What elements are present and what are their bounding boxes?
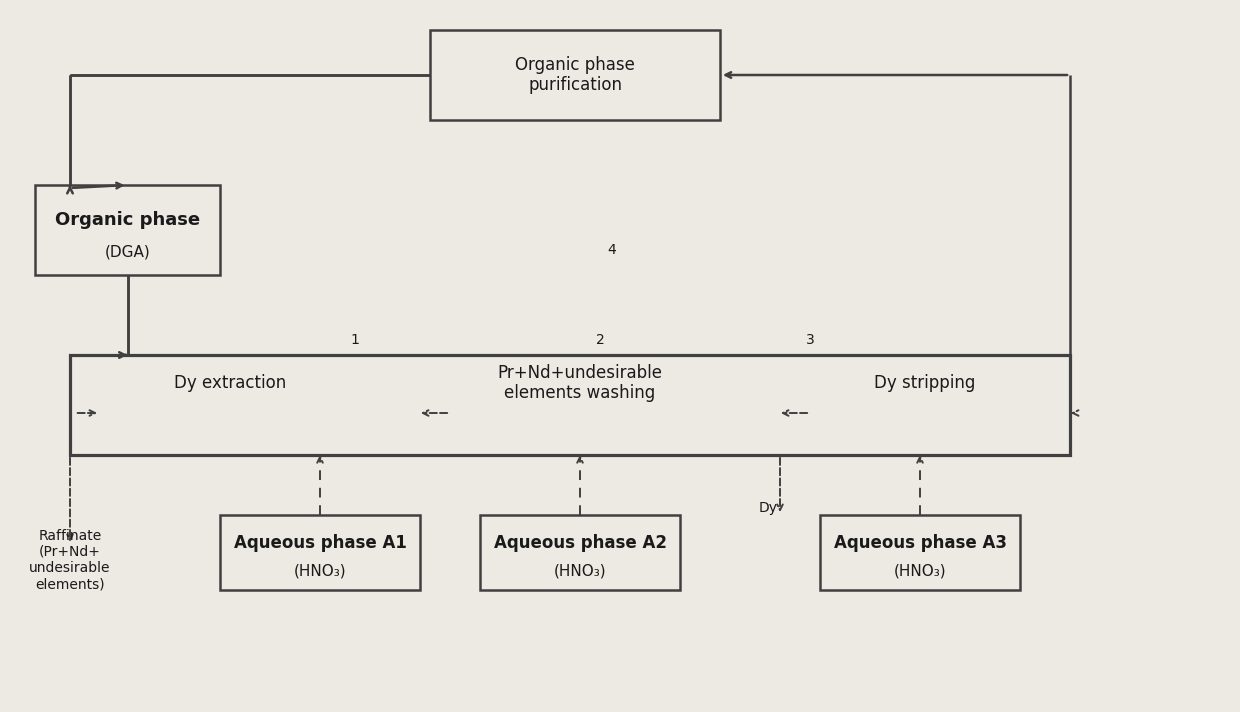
Text: Organic phase: Organic phase bbox=[55, 211, 200, 229]
Text: Aqueous phase A3: Aqueous phase A3 bbox=[833, 533, 1007, 552]
Text: 1: 1 bbox=[351, 333, 360, 347]
Text: Raffinate
(Pr+Nd+
undesirable
elements): Raffinate (Pr+Nd+ undesirable elements) bbox=[30, 529, 110, 591]
Bar bbox=[430, 30, 720, 120]
Text: 3: 3 bbox=[806, 333, 815, 347]
Bar bbox=[820, 515, 1021, 590]
Text: 4: 4 bbox=[608, 243, 616, 257]
Text: (HNO₃): (HNO₃) bbox=[294, 563, 346, 578]
Text: (DGA): (DGA) bbox=[104, 244, 150, 259]
Text: 2: 2 bbox=[595, 333, 604, 347]
Bar bbox=[35, 185, 219, 275]
Text: Organic phase
purification: Organic phase purification bbox=[515, 56, 635, 95]
Bar bbox=[69, 355, 1070, 455]
Text: (HNO₃): (HNO₃) bbox=[554, 563, 606, 578]
Text: Aqueous phase A1: Aqueous phase A1 bbox=[233, 533, 407, 552]
Text: Dy: Dy bbox=[759, 501, 777, 515]
Bar bbox=[219, 515, 420, 590]
Text: (HNO₃): (HNO₃) bbox=[894, 563, 946, 578]
Text: Dy stripping: Dy stripping bbox=[874, 374, 976, 392]
Text: Dy extraction: Dy extraction bbox=[174, 374, 286, 392]
Text: Pr+Nd+undesirable
elements washing: Pr+Nd+undesirable elements washing bbox=[497, 364, 662, 402]
Bar bbox=[480, 515, 680, 590]
Text: Aqueous phase A2: Aqueous phase A2 bbox=[494, 533, 667, 552]
